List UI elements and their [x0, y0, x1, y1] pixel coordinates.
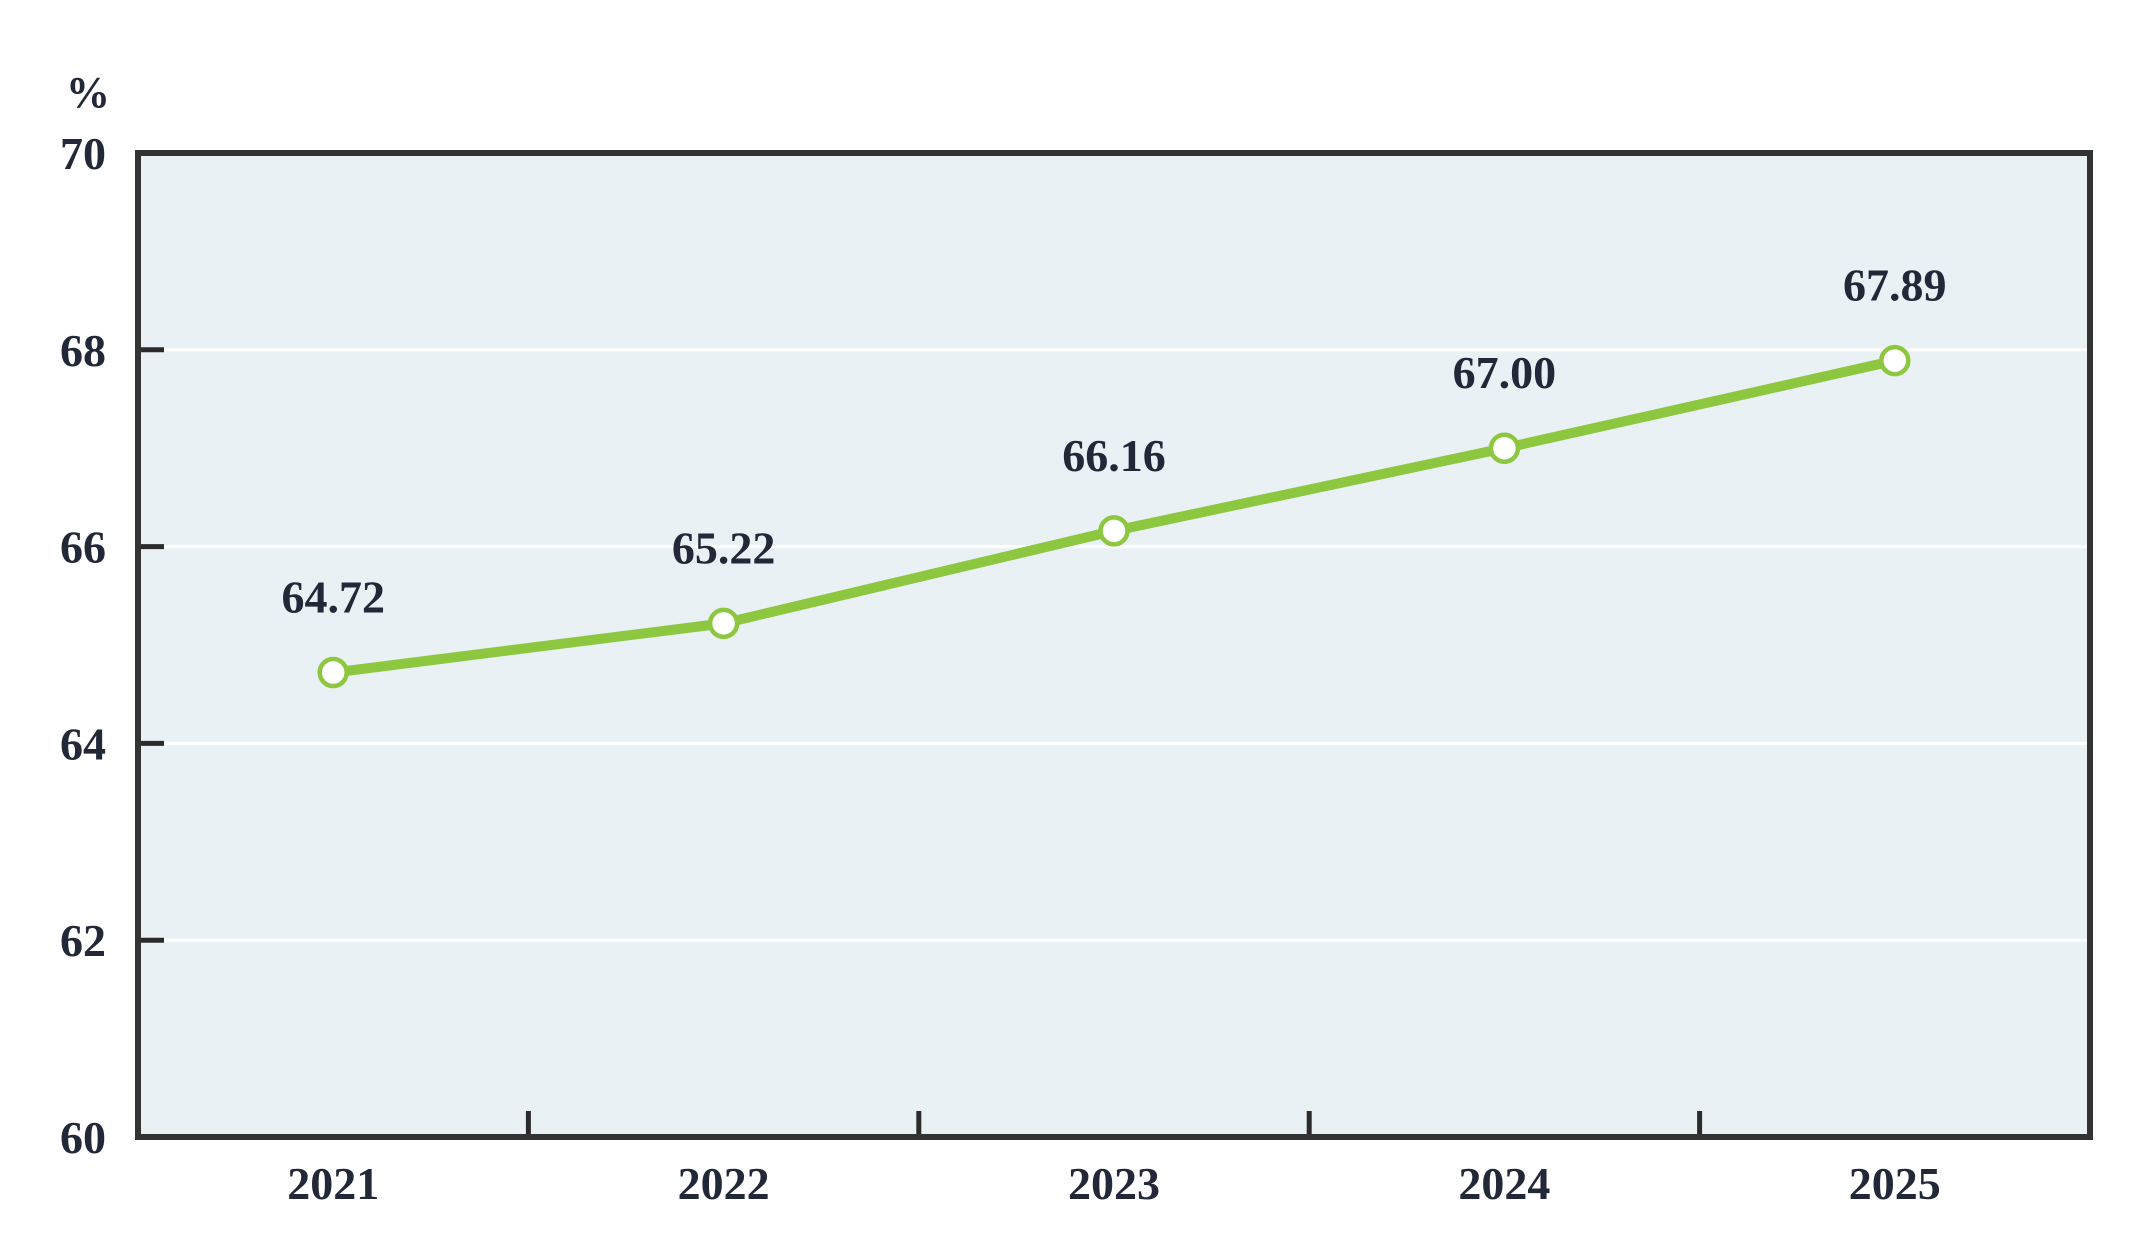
x-axis-tick-label: 2021 [287, 1158, 379, 1209]
data-point-label: 65.22 [672, 522, 776, 573]
y-axis-tick-label: 60 [60, 1112, 106, 1163]
data-point-marker [1098, 515, 1130, 547]
y-axis-tick-label: 68 [60, 325, 106, 376]
data-point-marker [1879, 344, 1911, 377]
plot-border [135, 150, 2093, 1140]
x-axis-tick-label: 2022 [678, 1158, 770, 1209]
x-axis-tick-label: 2023 [1068, 1158, 1160, 1209]
x-axis-tick-label: 2025 [1849, 1158, 1941, 1209]
data-point-label: 67.00 [1453, 347, 1557, 398]
data-point-marker [317, 656, 349, 689]
data-point-label: 66.16 [1062, 430, 1166, 481]
y-axis-tick-label: 62 [60, 915, 106, 966]
y-axis-tick-label: 66 [60, 522, 106, 573]
data-point-marker [707, 607, 740, 640]
data-point-label: 67.89 [1843, 260, 1947, 311]
x-axis-tick-label: 2024 [1458, 1158, 1550, 1209]
data-point-label: 64.72 [281, 572, 385, 623]
y-axis-tick-label: 70 [60, 128, 106, 179]
y-axis-unit-label: % [66, 68, 110, 117]
y-axis-tick-label: 64 [60, 718, 106, 769]
plot-area [138, 153, 2090, 1137]
data-point-marker [1488, 432, 1521, 464]
